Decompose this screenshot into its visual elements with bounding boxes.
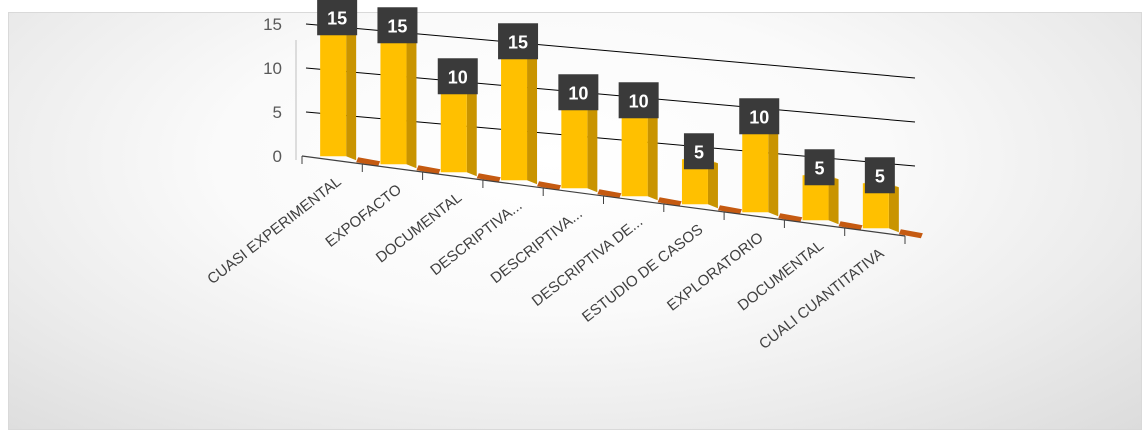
bar-side bbox=[527, 49, 538, 185]
bar bbox=[440, 84, 467, 173]
x-tick-label: CUALI CUANTITATIVA bbox=[756, 245, 887, 353]
floor-bar bbox=[416, 165, 441, 175]
floor-bar bbox=[717, 205, 742, 215]
floor-bar bbox=[356, 157, 381, 167]
bar-side bbox=[466, 84, 477, 177]
y-tick-label: 5 bbox=[273, 103, 282, 122]
data-label-box bbox=[498, 23, 539, 60]
bar-side bbox=[888, 183, 899, 233]
bar-side bbox=[587, 100, 598, 193]
x-tick-label: CUASI EXPERIMENTAL bbox=[204, 173, 344, 288]
floor-bar bbox=[476, 173, 501, 183]
bar-side bbox=[647, 108, 658, 201]
floor-bar bbox=[778, 213, 803, 223]
data-label-box bbox=[864, 157, 895, 194]
bar-side bbox=[768, 124, 779, 217]
data-label-box bbox=[683, 133, 714, 170]
floor-bar bbox=[657, 197, 682, 207]
data-label: 15 bbox=[508, 32, 528, 52]
y-tick-label: 10 bbox=[263, 59, 282, 78]
data-label-box bbox=[739, 98, 780, 135]
bar bbox=[501, 49, 528, 181]
data-label-box bbox=[377, 7, 418, 44]
data-label: 5 bbox=[815, 158, 825, 178]
y-tick-label: 0 bbox=[273, 147, 282, 166]
x-tick-label: ESTUDIO DE CASOS bbox=[579, 221, 706, 326]
bar bbox=[320, 25, 347, 157]
bar bbox=[561, 100, 588, 189]
data-label: 5 bbox=[694, 142, 704, 162]
bar-side bbox=[346, 25, 357, 161]
data-label: 15 bbox=[327, 8, 347, 28]
bar-side bbox=[406, 33, 417, 169]
data-label-box bbox=[437, 58, 478, 95]
floor-bar bbox=[898, 229, 923, 239]
y-tick-label: 15 bbox=[263, 15, 282, 34]
data-label-box bbox=[618, 82, 659, 119]
data-label: 10 bbox=[448, 67, 468, 87]
bar-side bbox=[828, 175, 839, 225]
data-label-box bbox=[317, 0, 358, 36]
data-label: 10 bbox=[749, 107, 769, 127]
floor-bar bbox=[838, 221, 863, 231]
floor-bar bbox=[597, 189, 622, 199]
bar bbox=[380, 33, 407, 165]
bar bbox=[621, 108, 648, 197]
data-label: 10 bbox=[629, 91, 649, 111]
data-label-box bbox=[804, 149, 835, 186]
data-label: 10 bbox=[568, 83, 588, 103]
data-label: 5 bbox=[875, 166, 885, 186]
bar-side bbox=[707, 159, 718, 209]
data-label-box bbox=[558, 74, 599, 111]
data-label: 15 bbox=[387, 16, 407, 36]
bar bbox=[742, 124, 769, 213]
floor-bar bbox=[537, 181, 562, 191]
